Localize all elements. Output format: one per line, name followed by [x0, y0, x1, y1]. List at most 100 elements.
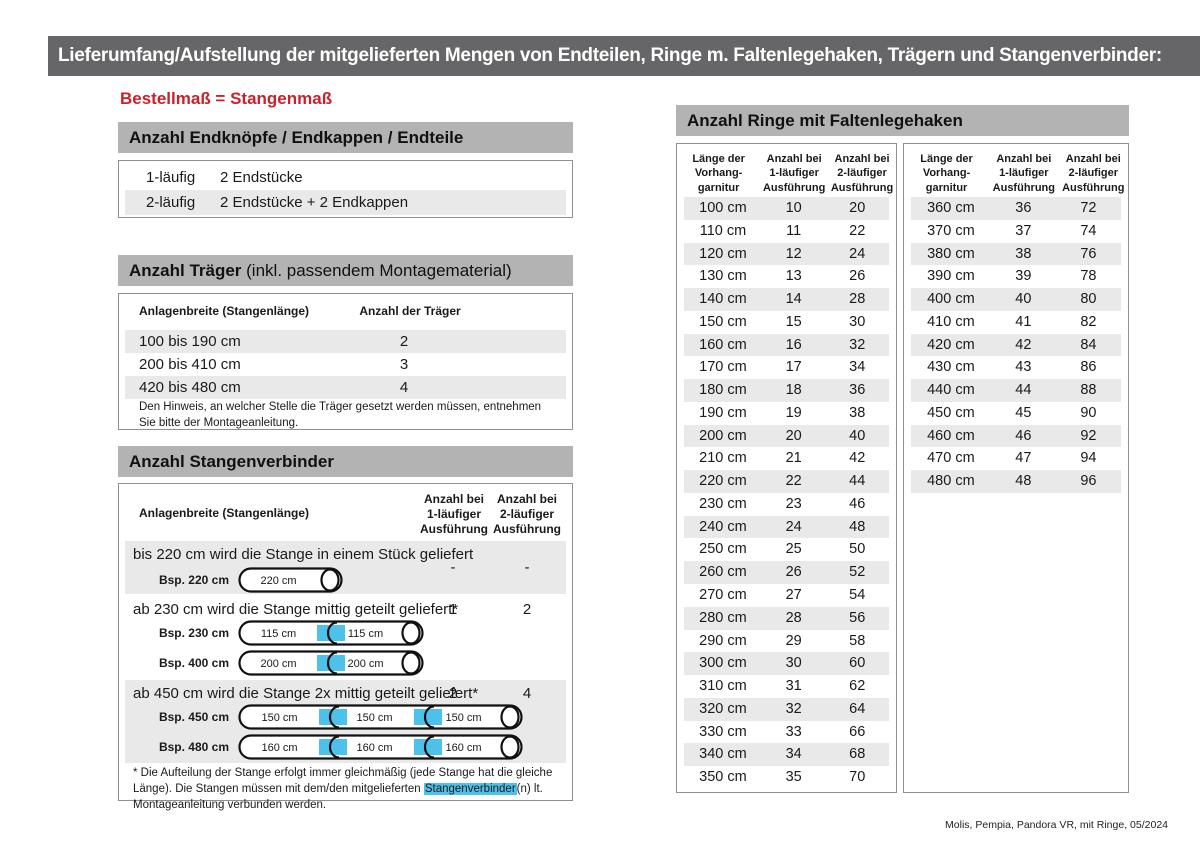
ring-row-length: 420 cm [927, 336, 975, 353]
sv-row-230: ab 230 cm wird die Stange mittig geteilt… [125, 596, 566, 679]
rod-example-label: Bsp. 480 cm [158, 740, 229, 754]
ring-row-length: 290 cm [699, 632, 747, 649]
endteile-table: 1-läufig 2 Endstücke 2-läufig 2 Endstücke +… [118, 160, 573, 218]
page-title-bar: Lieferumfang/Aufstellung der mitgeliefer… [48, 36, 1200, 76]
order-size-note: Bestellmaß = Stangenmaß [120, 89, 333, 108]
traeger-table: Anlagenbreite (Stangenlänge) Anzahl der … [118, 293, 573, 430]
ring-row-count-2run: 38 [849, 404, 866, 421]
traeger-row: 420 bis 480 cm 4 [125, 376, 566, 399]
ringe-table-left: Länge der Vorhang- garnitur Anzahl bei 1… [676, 143, 897, 793]
ringe-right-rows: 360 cm 36 72 370 cm 37 74 380 cm 38 76 390 cm 39 78… [904, 197, 1128, 493]
ringe-left-headers: Länge der Vorhang- garnitur Anzahl bei 1… [677, 152, 896, 195]
section-header-stangenverbinder: Anzahl Stangenverbinder [118, 446, 573, 477]
ring-table-row: 300 cm 30 60 [684, 652, 889, 676]
ring-row-count-1run: 34 [785, 746, 802, 763]
sv-row-230-text: ab 230 cm wird die Stange mittig geteilt… [133, 601, 459, 618]
rod-connector [317, 655, 345, 671]
ring-row-count-2run: 50 [849, 541, 866, 558]
sv-col3-header: Anzahl bei 2-läufiger Ausführung [493, 492, 561, 536]
section-header-traeger-label: Anzahl Träger [129, 261, 242, 280]
ring-row-length: 250 cm [699, 541, 747, 558]
section-header-endteile: Anzahl Endknöpfe / Endkappen / Endteile [118, 122, 573, 153]
ring-row-count-1run: 32 [785, 700, 802, 717]
ring-row-count-1run: 31 [785, 678, 802, 695]
ring-row-count-2run: 36 [849, 382, 866, 399]
sv-row-230-val2: 2 [522, 601, 532, 618]
section-header-ringe-label: Anzahl Ringe mit Faltenlegehaken [687, 111, 963, 130]
ring-row-count-1run: 41 [1015, 313, 1032, 330]
ring-table-row: 330 cm 33 66 [684, 721, 889, 744]
sv-row-450-text: ab 450 cm wird die Stange 2x mittig gete… [133, 685, 479, 702]
ring-table-row: 250 cm 25 50 [684, 538, 889, 561]
ring-row-count-1run: 44 [1015, 382, 1032, 399]
ring-row-count-2run: 30 [849, 313, 866, 330]
endteile-row-type: 2-läufig [146, 194, 196, 211]
ring-row-count-2run: 84 [1080, 336, 1097, 353]
ring-row-count-1run: 33 [785, 723, 802, 740]
ring-row-count-2run: 92 [1080, 427, 1097, 444]
traeger-row-range: 420 bis 480 cm [139, 379, 241, 396]
ring-row-count-1run: 10 [785, 200, 802, 216]
ring-row-length: 230 cm [699, 495, 747, 512]
ring-row-count-2run: 58 [849, 632, 866, 649]
ring-row-length: 320 cm [699, 700, 747, 717]
svg-text:115 cm: 115 cm [348, 628, 383, 640]
ring-row-length: 400 cm [927, 291, 975, 308]
traeger-row-range: 100 bis 190 cm [139, 333, 241, 350]
ring-table-row: 320 cm 32 64 [684, 697, 889, 721]
ring-row-length: 460 cm [927, 427, 975, 444]
ring-table-row: 170 cm 17 34 [684, 356, 889, 379]
ring-table-row: 480 cm 48 96 [911, 470, 1121, 493]
ring-row-length: 390 cm [927, 268, 975, 285]
ring-row-count-2run: 54 [849, 587, 866, 604]
ring-row-count-1run: 36 [1015, 200, 1032, 216]
svg-text:220 cm: 220 cm [260, 575, 296, 587]
ring-row-count-2run: 88 [1080, 382, 1097, 399]
section-header-endteile-label: Anzahl Endknöpfe / Endkappen / Endteile [129, 128, 464, 147]
ring-table-row: 120 cm 12 24 [684, 242, 889, 266]
ring-table-row: 110 cm 11 22 [684, 220, 889, 243]
ring-row-count-2run: 68 [849, 746, 866, 763]
ring-row-count-1run: 23 [785, 495, 802, 512]
traeger-row: 100 bis 190 cm 2 [125, 330, 566, 353]
ringe-right-col2-header: Anzahl bei 1-läufiger Ausführung [992, 153, 1055, 194]
ring-row-length: 410 cm [927, 313, 975, 330]
rod-svg: 150 cm 150 cm 150 cm [238, 704, 523, 730]
ringe-left-col2-header: Anzahl bei 1-läufiger Ausführung [762, 153, 826, 194]
ring-row-count-1run: 42 [1015, 336, 1032, 353]
ring-row-count-1run: 35 [785, 769, 802, 786]
ring-row-count-1run: 15 [785, 313, 802, 330]
rod-svg: 220 cm [238, 567, 343, 593]
ring-table-row: 100 cm 10 20 [684, 197, 889, 220]
ring-row-length: 280 cm [699, 609, 747, 626]
sv-row-220-text: bis 220 cm wird die Stange in einem Stüc… [133, 546, 474, 563]
svg-text:150 cm: 150 cm [261, 712, 297, 724]
stangenverbinder-table: Anlagenbreite (Stangenlänge) Anzahl bei … [118, 483, 573, 811]
svg-text:150 cm: 150 cm [356, 712, 392, 724]
ring-row-length: 110 cm [699, 222, 747, 239]
traeger-row: 200 bis 410 cm 3 [125, 353, 566, 376]
ring-row-count-1run: 24 [785, 518, 802, 535]
endteile-rows: 1-läufig 2 Endstücke 2-läufig 2 Endstücke +… [119, 165, 572, 215]
ring-row-count-1run: 38 [1015, 245, 1032, 262]
ring-row-count-1run: 27 [785, 587, 802, 604]
ring-table-row: 370 cm 37 74 [911, 220, 1121, 243]
ring-row-length: 270 cm [699, 587, 747, 604]
ring-row-count-2run: 96 [1080, 473, 1097, 490]
ring-row-count-2run: 52 [849, 564, 866, 581]
ring-table-row: 410 cm 41 82 [911, 311, 1121, 334]
rod-diagram-400: Bsp. 400 cm 200 cm 200 cm [125, 650, 424, 676]
section-header-traeger-sub: (inkl. passendem Montagematerial) [241, 261, 512, 280]
ring-row-count-1run: 14 [785, 291, 802, 308]
ringe-right-col3-header: Anzahl bei 2-läufiger Ausführung [1062, 153, 1125, 194]
traeger-row-count: 4 [399, 379, 409, 396]
ring-row-length: 450 cm [927, 404, 975, 421]
ring-row-count-1run: 48 [1015, 473, 1032, 490]
ring-row-count-2run: 62 [849, 678, 866, 695]
ring-row-count-2run: 44 [849, 473, 866, 490]
traeger-note: Den Hinweis, an welcher Stelle die Träge… [139, 401, 542, 429]
ring-row-count-2run: 80 [1080, 291, 1097, 308]
ring-row-length: 380 cm [927, 245, 975, 262]
endteile-row-type: 1-läufig [146, 169, 196, 186]
ring-row-count-1run: 45 [1015, 404, 1032, 421]
